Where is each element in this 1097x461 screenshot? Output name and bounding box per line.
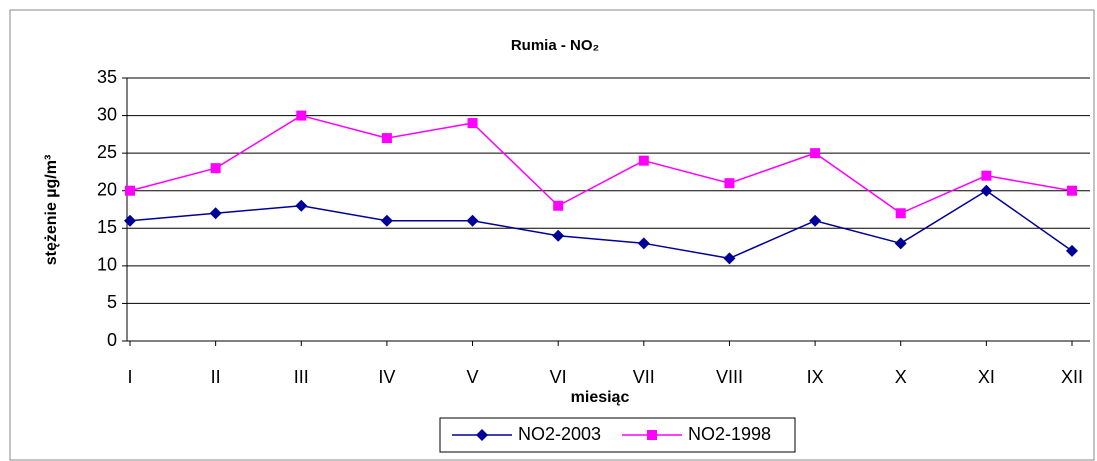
point bbox=[381, 133, 392, 144]
legend-label: NO2-1998 bbox=[688, 424, 771, 444]
y-tick-label: 30 bbox=[97, 104, 117, 124]
x-tick-label: III bbox=[294, 367, 309, 387]
x-tick-label: XI bbox=[978, 367, 995, 387]
point bbox=[296, 110, 307, 121]
point bbox=[724, 178, 735, 189]
y-axis-label: stężenie µg/m³ bbox=[43, 155, 60, 266]
x-tick-label: V bbox=[467, 367, 479, 387]
y-tick-label: 0 bbox=[107, 330, 117, 350]
y-tick-label: 5 bbox=[107, 292, 117, 312]
point bbox=[125, 185, 135, 196]
point bbox=[895, 208, 906, 219]
point bbox=[124, 214, 136, 227]
point bbox=[467, 118, 478, 129]
point bbox=[1066, 244, 1078, 257]
point bbox=[552, 229, 565, 242]
x-tick-label: I bbox=[127, 367, 132, 387]
point bbox=[209, 207, 222, 220]
series-line bbox=[129, 114, 1073, 215]
x-tick-label: VIII bbox=[716, 367, 743, 387]
point bbox=[380, 214, 393, 227]
series-line bbox=[129, 189, 1073, 260]
point bbox=[809, 214, 822, 227]
x-tick-label: IX bbox=[807, 367, 824, 387]
y-tick-label: 20 bbox=[97, 179, 117, 199]
point bbox=[980, 184, 993, 197]
point bbox=[723, 252, 736, 265]
x-tick-label: X bbox=[895, 367, 907, 387]
x-axis-label: miesiąc bbox=[571, 389, 630, 406]
y-tick-label: 35 bbox=[97, 67, 117, 87]
x-tick-label: XII bbox=[1061, 367, 1083, 387]
point bbox=[981, 170, 992, 181]
point bbox=[210, 163, 221, 174]
y-tick-label: 10 bbox=[97, 255, 117, 275]
y-tick-label: 25 bbox=[97, 142, 117, 162]
point bbox=[1067, 185, 1077, 196]
x-tick-label: VII bbox=[633, 367, 655, 387]
point bbox=[466, 214, 479, 227]
point bbox=[810, 148, 821, 159]
x-tick-label: VI bbox=[550, 367, 567, 387]
chart-title: Rumia - NO₂ bbox=[511, 37, 599, 54]
point bbox=[553, 200, 564, 211]
point bbox=[637, 237, 650, 250]
point bbox=[894, 237, 907, 250]
point bbox=[638, 155, 649, 166]
point bbox=[647, 430, 657, 440]
y-tick-label: 15 bbox=[97, 217, 117, 237]
point bbox=[476, 429, 488, 441]
x-tick-label: II bbox=[211, 367, 221, 387]
legend-label: NO2-2003 bbox=[518, 424, 601, 444]
x-tick-label: IV bbox=[378, 367, 395, 387]
point bbox=[295, 199, 308, 212]
